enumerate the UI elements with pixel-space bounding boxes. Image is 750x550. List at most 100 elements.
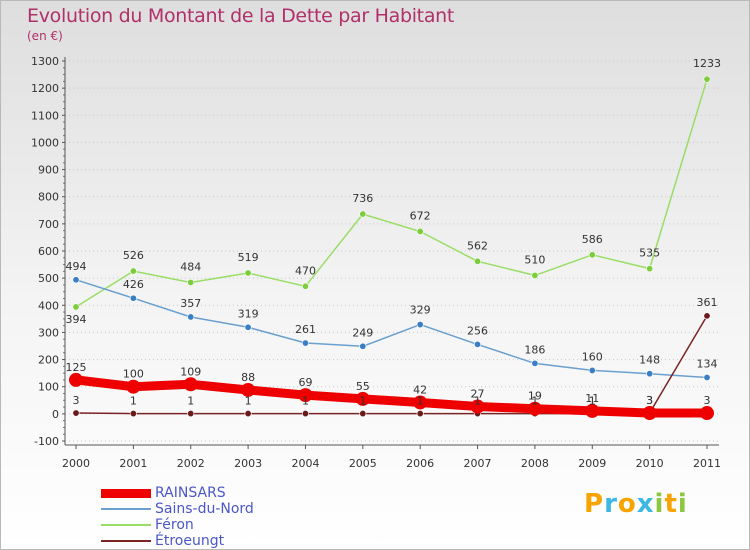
- x-tick-label: 2008: [521, 457, 549, 470]
- logo-letter: x: [636, 489, 655, 519]
- data-label: 109: [180, 365, 201, 378]
- data-label: 3: [646, 394, 653, 407]
- data-point: [72, 409, 80, 417]
- data-point: [588, 251, 596, 259]
- data-point: [244, 269, 252, 277]
- y-tick-label: 1100: [31, 109, 59, 122]
- x-tick-label: 2001: [119, 457, 147, 470]
- data-point: [703, 75, 711, 83]
- data-point: [298, 388, 313, 403]
- data-label: 426: [123, 278, 144, 291]
- data-point: [585, 403, 600, 418]
- data-label: 160: [582, 350, 603, 363]
- y-tick-label: 500: [38, 272, 59, 285]
- data-point: [129, 410, 137, 418]
- series-line: [75, 78, 708, 308]
- logo-letter: i: [677, 489, 688, 519]
- data-label: 357: [180, 297, 201, 310]
- data-label: 11: [585, 392, 599, 405]
- data-point: [244, 323, 252, 331]
- data-label: 256: [467, 324, 488, 337]
- logo-letter: r: [604, 489, 618, 519]
- data-point: [416, 227, 424, 235]
- logo-letter: P: [584, 489, 605, 519]
- legend-label-sains-du-nord: Sains-du-Nord: [155, 501, 254, 517]
- x-tick-label: 2000: [62, 457, 90, 470]
- data-point: [183, 377, 198, 392]
- data-label: 19: [528, 390, 542, 403]
- data-label: 329: [410, 304, 431, 317]
- legend-label-etroeungt: Étroeungt: [155, 533, 225, 549]
- logo-letter: i: [654, 489, 665, 519]
- legend-swatch-sains-du-nord: [101, 508, 151, 510]
- data-point: [531, 271, 539, 279]
- y-tick-label: 300: [38, 326, 59, 339]
- y-tick-label: 1000: [31, 136, 59, 149]
- data-label: 42: [413, 383, 427, 396]
- y-tick-label: 400: [38, 299, 59, 312]
- data-label: 494: [66, 260, 87, 273]
- data-label: 519: [238, 251, 259, 264]
- y-tick-label: 1300: [31, 55, 59, 68]
- series-line-rainsars: [71, 375, 712, 418]
- y-tick-label: 0: [52, 408, 59, 421]
- data-label: 125: [66, 361, 87, 374]
- data-label: 1: [417, 395, 424, 408]
- data-label: 1: [531, 395, 538, 408]
- data-point: [187, 313, 195, 321]
- data-point: [359, 342, 367, 350]
- data-point: [700, 406, 714, 421]
- data-point: [244, 410, 252, 418]
- data-point: [355, 391, 370, 406]
- data-point: [301, 410, 309, 418]
- y-tick-label: 800: [38, 191, 59, 204]
- data-point: [416, 410, 424, 418]
- data-label: 1: [245, 395, 252, 408]
- data-label: 186: [524, 343, 545, 356]
- data-point: [129, 267, 137, 275]
- data-label: 27: [471, 388, 485, 401]
- data-label: 1: [359, 395, 366, 408]
- data-point: [187, 278, 195, 286]
- y-tick-label: 600: [38, 245, 59, 258]
- data-label: 526: [123, 249, 144, 262]
- y-tick-label: 900: [38, 164, 59, 177]
- logo-letter: t: [664, 489, 678, 519]
- data-point: [359, 210, 367, 218]
- y-tick-label: -100: [34, 435, 59, 448]
- x-tick-label: 2003: [234, 457, 262, 470]
- data-label: 1233: [693, 57, 721, 70]
- x-tick-label: 2002: [177, 457, 205, 470]
- legend-swatch-feron: [101, 524, 151, 526]
- data-label: 586: [582, 233, 603, 246]
- data-label: 562: [467, 239, 488, 252]
- legend-swatch-rainsars: [101, 489, 151, 498]
- data-label: 484: [180, 260, 201, 273]
- x-tick-label: 2006: [406, 457, 434, 470]
- data-point: [416, 321, 424, 329]
- data-label: 148: [639, 354, 660, 367]
- data-point: [474, 340, 482, 348]
- chart-title: Evolution du Montant de la Dette par Hab…: [27, 5, 455, 27]
- x-tick-label: 2010: [636, 457, 664, 470]
- data-label: 736: [352, 192, 373, 205]
- data-point: [531, 359, 539, 367]
- data-point: [703, 312, 711, 320]
- data-point: [703, 373, 711, 381]
- x-tick-label: 2005: [349, 457, 377, 470]
- data-label: 1: [302, 395, 309, 408]
- chart-subtitle: (en €): [27, 29, 63, 43]
- data-label: 249: [352, 326, 373, 339]
- data-point: [359, 410, 367, 418]
- data-label: 261: [295, 323, 316, 336]
- x-tick-label: 2004: [291, 457, 319, 470]
- data-label: 100: [123, 368, 144, 381]
- data-point: [470, 399, 485, 414]
- data-point: [474, 257, 482, 265]
- data-point: [241, 382, 256, 397]
- data-point: [588, 366, 596, 374]
- data-point: [126, 379, 141, 394]
- data-point: [129, 294, 137, 302]
- data-point: [527, 401, 542, 416]
